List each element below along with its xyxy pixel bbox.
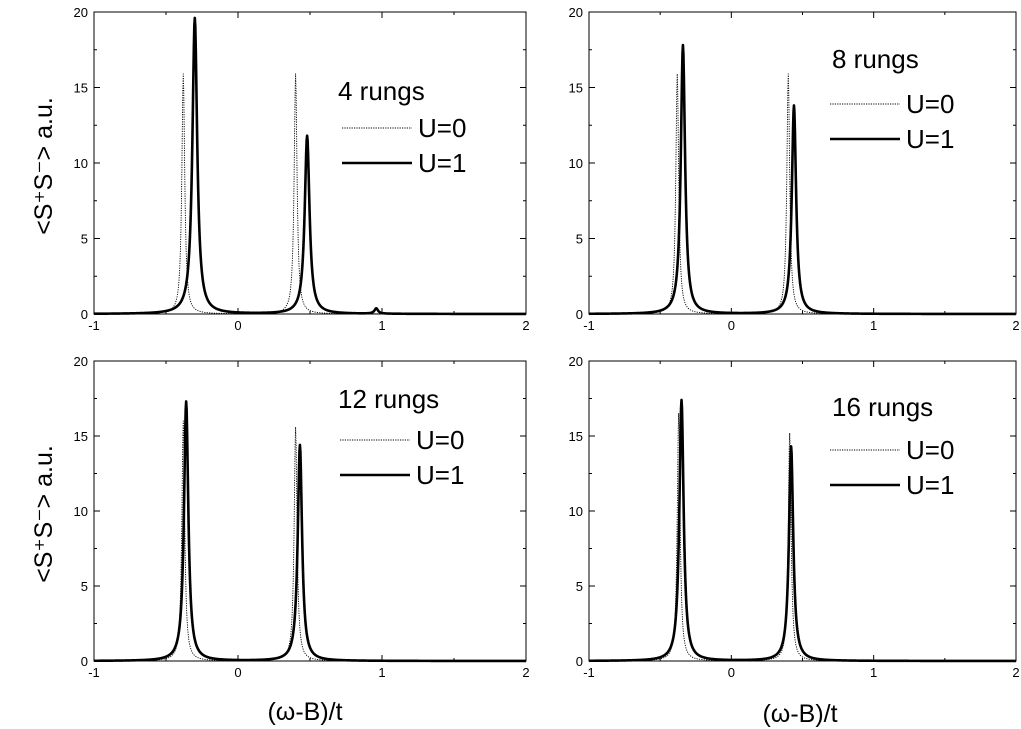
y-tick-label: 15	[569, 429, 583, 444]
y-tick-label: 15	[74, 429, 88, 444]
y-tick-label: 0	[81, 307, 88, 322]
x-tick-label: -1	[583, 665, 595, 680]
plot-frame	[588, 360, 1017, 662]
x-tick-label: 1	[870, 665, 877, 680]
legend-label-u1: U=1	[906, 124, 954, 154]
x-axis-title-right: (ω-B)/t	[762, 700, 837, 728]
y-tick-label: 15	[569, 81, 583, 96]
x-tick-label: 1	[378, 665, 385, 680]
y-tick-label: 10	[569, 156, 583, 171]
legend-label-u0: U=0	[418, 113, 466, 143]
x-tick-label: 0	[234, 318, 241, 333]
y-tick-label: 10	[569, 504, 583, 519]
legend-label-u0: U=0	[906, 89, 954, 119]
y-tick-label: 0	[576, 654, 583, 669]
x-tick-label: -1	[88, 318, 100, 333]
panel-annotation: 4 rungs	[338, 76, 425, 106]
y-tick-label: 5	[81, 232, 88, 247]
x-tick-label: 2	[1012, 318, 1019, 333]
x-tick-label: 2	[1012, 665, 1019, 680]
y-tick-label: 20	[569, 354, 583, 369]
x-tick-label: -1	[583, 318, 595, 333]
y-tick-label: 10	[74, 156, 88, 171]
y-tick-label: 10	[74, 504, 88, 519]
series-line-u0	[589, 73, 1016, 315]
panel-annotation: 12 rungs	[338, 384, 439, 414]
y-tick-label: 5	[81, 579, 88, 594]
x-tick-label: 2	[522, 318, 529, 333]
plot-frame	[93, 360, 527, 662]
panel-annotation: 8 rungs	[832, 44, 919, 74]
series-line-u0	[589, 413, 1016, 662]
y-tick-label: 0	[576, 307, 583, 322]
panel-annotation: 16 rungs	[832, 392, 933, 422]
x-tick-label: 0	[234, 665, 241, 680]
y-axis-title-bottom: <S⁺S⁻> a.u.	[30, 445, 58, 583]
y-tick-label: 20	[74, 5, 88, 20]
y-tick-label: 5	[576, 579, 583, 594]
series-line-u1	[93, 16, 527, 316]
series-line-u1	[93, 400, 527, 663]
series-line-u0	[94, 420, 526, 662]
x-tick-label: -1	[88, 665, 100, 680]
series-line-u1	[588, 43, 1017, 316]
legend-label-u1: U=1	[418, 148, 466, 178]
x-tick-label: 0	[728, 665, 735, 680]
legend-label-u0: U=0	[416, 425, 464, 455]
x-tick-label: 2	[522, 665, 529, 680]
y-tick-label: 0	[81, 654, 88, 669]
legend-label-u0: U=0	[906, 435, 954, 465]
x-tick-label: 1	[870, 318, 877, 333]
series-line-u1	[588, 398, 1017, 663]
y-tick-label: 15	[74, 81, 88, 96]
x-tick-label: 0	[728, 318, 735, 333]
plot-frame	[588, 11, 1017, 315]
x-tick-label: 1	[378, 318, 385, 333]
y-tick-label: 20	[74, 354, 88, 369]
y-axis-title-top: <S⁺S⁻> a.u.	[30, 97, 58, 235]
x-axis-title-left: (ω-B)/t	[267, 698, 342, 726]
y-tick-label: 5	[576, 232, 583, 247]
y-tick-label: 20	[569, 5, 583, 20]
legend-label-u1: U=1	[416, 460, 464, 490]
legend-label-u1: U=1	[906, 470, 954, 500]
